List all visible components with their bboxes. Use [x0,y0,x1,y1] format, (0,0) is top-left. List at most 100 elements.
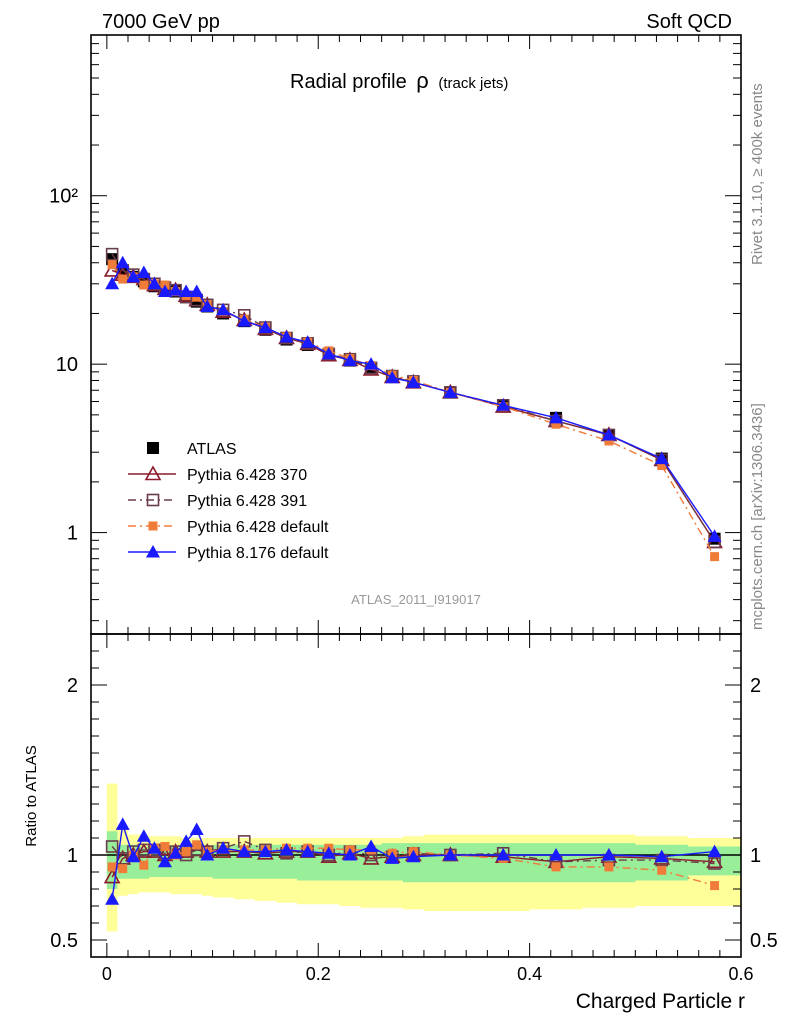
ratio-point-pythia-8-176-default [443,848,458,861]
legend-entry-pythia-6-428-default: Pythia 6.428 default [128,519,329,536]
main-panel-series [103,247,723,562]
ratio-point-pythia-8-176-default [654,849,669,863]
ratio-point-pythia-8-176-default [364,839,379,852]
legend-label: Pythia 6.428 391 [187,493,307,510]
x-tick-label: 0.6 [728,964,753,984]
point-pythia-8-176-default [216,302,231,316]
legend-marker [146,545,160,558]
point-pythia-8-176-default [342,353,357,367]
point-pythia-8-176-default [258,320,273,334]
ratio-panel-series [91,817,741,905]
legend-marker [146,493,160,507]
header-right: Soft QCD [646,11,732,33]
ratio-point-pythia-6-428-default [107,862,117,872]
ratio-point-pythia-8-176-default [168,846,183,859]
chart-title-symbol: ρ [416,68,429,93]
ratio-point-pythia-8-176-default [115,817,130,830]
ratio-point-pythia-6-428-391 [708,857,721,870]
point-pythia-8-176-default [385,370,400,384]
axes: 0 0.2 0.4 0.6 1 10 10² 0.5 0.5 1 1 2 2 [49,34,778,984]
point-pythia-8-176-default [300,335,315,348]
ratio-point-pythia-8-176-default [105,892,120,905]
chart-title-main: Radial profile [290,71,407,93]
point-pythia-8-176-default [200,299,215,312]
point-pythia-6-428-391 [105,247,119,261]
point-pythia-8-176-default [105,276,120,290]
ratio-point-pythia-8-176-default [258,844,273,858]
ratio-point-pythia-8-176-default [189,822,204,835]
ratio-point-pythia-8-176-default [496,848,511,861]
point-pythia-8-176-default [601,427,616,441]
x-axis-label: Charged Particle r [576,990,745,1013]
ratio-point-pythia-8-176-default [237,844,252,858]
ratio-point-pythia-8-176-default [549,848,564,861]
legend-entry-pythia-6-428-391: Pythia 6.428 391 [128,493,307,510]
ratio-point-pythia-6-428-370 [706,853,723,869]
point-atlas [116,266,129,279]
point-pythia-8-176-default [189,284,204,298]
ratio-point-pythia-6-428-default [657,865,667,875]
point-pythia-8-176-default [237,314,252,327]
ratio-ylabel: Ratio to ATLAS [23,745,40,846]
ratio-point-pythia-6-428-default [160,842,170,851]
legend: ATLAS Pythia 6.428 370 Pythia 6.428 391 Pyt… [128,441,329,562]
chart-title-suffix: (track jets) [438,75,508,92]
ratio-point-pythia-8-176-default [147,841,162,854]
point-pythia-6-428-default [192,292,202,302]
ratio-point-pythia-6-428-default [604,862,614,872]
ratio-point-pythia-6-428-370 [135,842,153,858]
analysis-watermark: ATLAS_2011_I919017 [351,592,481,607]
ratio-point-pythia-8-176-default [216,841,231,854]
legend-marker [148,521,158,531]
ratio-point-pythia-6-428-391 [105,840,119,853]
ratio-point-pythia-8-176-default [707,844,722,858]
legend-entry-pythia-8-176-default: Pythia 8.176 default [128,545,329,562]
ratio-point-pythia-6-428-default [139,860,149,870]
point-pythia-6-428-default [551,419,561,429]
ratio-point-pythia-8-176-default [136,829,151,842]
ratio-point-pythia-6-428-370 [362,849,380,865]
ratio-frame [90,633,742,958]
ratio-point-pythia-8-176-default [126,849,141,863]
point-pythia-8-176-default [179,284,194,298]
ratio-point-pythia-6-428-default [192,840,202,850]
legend-marker [147,442,159,454]
point-pythia-8-176-default [707,529,722,542]
chart-title: Radial profile ρ (track jets) [290,68,508,93]
header-left: 7000 GeV pp [102,11,220,33]
point-pythia-8-176-default [115,255,130,269]
point-pythia-8-176-default [126,269,141,283]
point-pythia-8-176-default [157,284,172,298]
legend-label: Pythia 6.428 default [187,519,329,536]
ratio-point-pythia-6-428-default [710,881,720,891]
point-pythia-8-176-default [321,346,336,360]
ratio-point-pythia-8-176-default [279,842,294,856]
point-pythia-6-428-default [604,436,614,446]
ratio-point-pythia-6-428-default [118,864,128,874]
point-pythia-6-428-default [107,260,117,270]
ratio-y-tick-label: 0.5 [50,930,78,952]
point-pythia-8-176-default [654,451,669,465]
point-pythia-6-428-default [118,274,128,284]
ratio-line-pythia-6-428-391 [111,840,715,865]
ratio-point-pythia-8-176-default [342,848,357,861]
ratio-series-pythia-8-176-default [105,817,722,905]
point-pythia-8-176-default [364,357,379,370]
point-pythia-8-176-default [168,283,183,296]
side-label-bottom: mcplots.cern.ch [arXiv:1306.3436] [749,403,766,630]
side-label-top: Rivet 3.1.10, ≥ 400k events [749,83,766,265]
point-pythia-6-428-default [657,461,667,471]
y-tick-label: 10² [49,186,78,208]
ratio-point-pythia-8-176-default [406,849,421,863]
ratio-y-tick-label: 2 [67,675,78,697]
point-pythia-8-176-default [147,276,162,290]
point-pythia-8-176-default [406,375,421,388]
legend-label: Pythia 6.428 370 [187,467,307,484]
series-pythia-8-176-default [105,255,722,542]
ratio-y-tick-label-right: 2 [750,675,761,697]
point-pythia-8-176-default [443,385,458,398]
legend-label: Pythia 8.176 default [187,545,329,562]
y-tick-label: 1 [67,523,78,545]
x-tick-label: 0.2 [306,964,331,984]
